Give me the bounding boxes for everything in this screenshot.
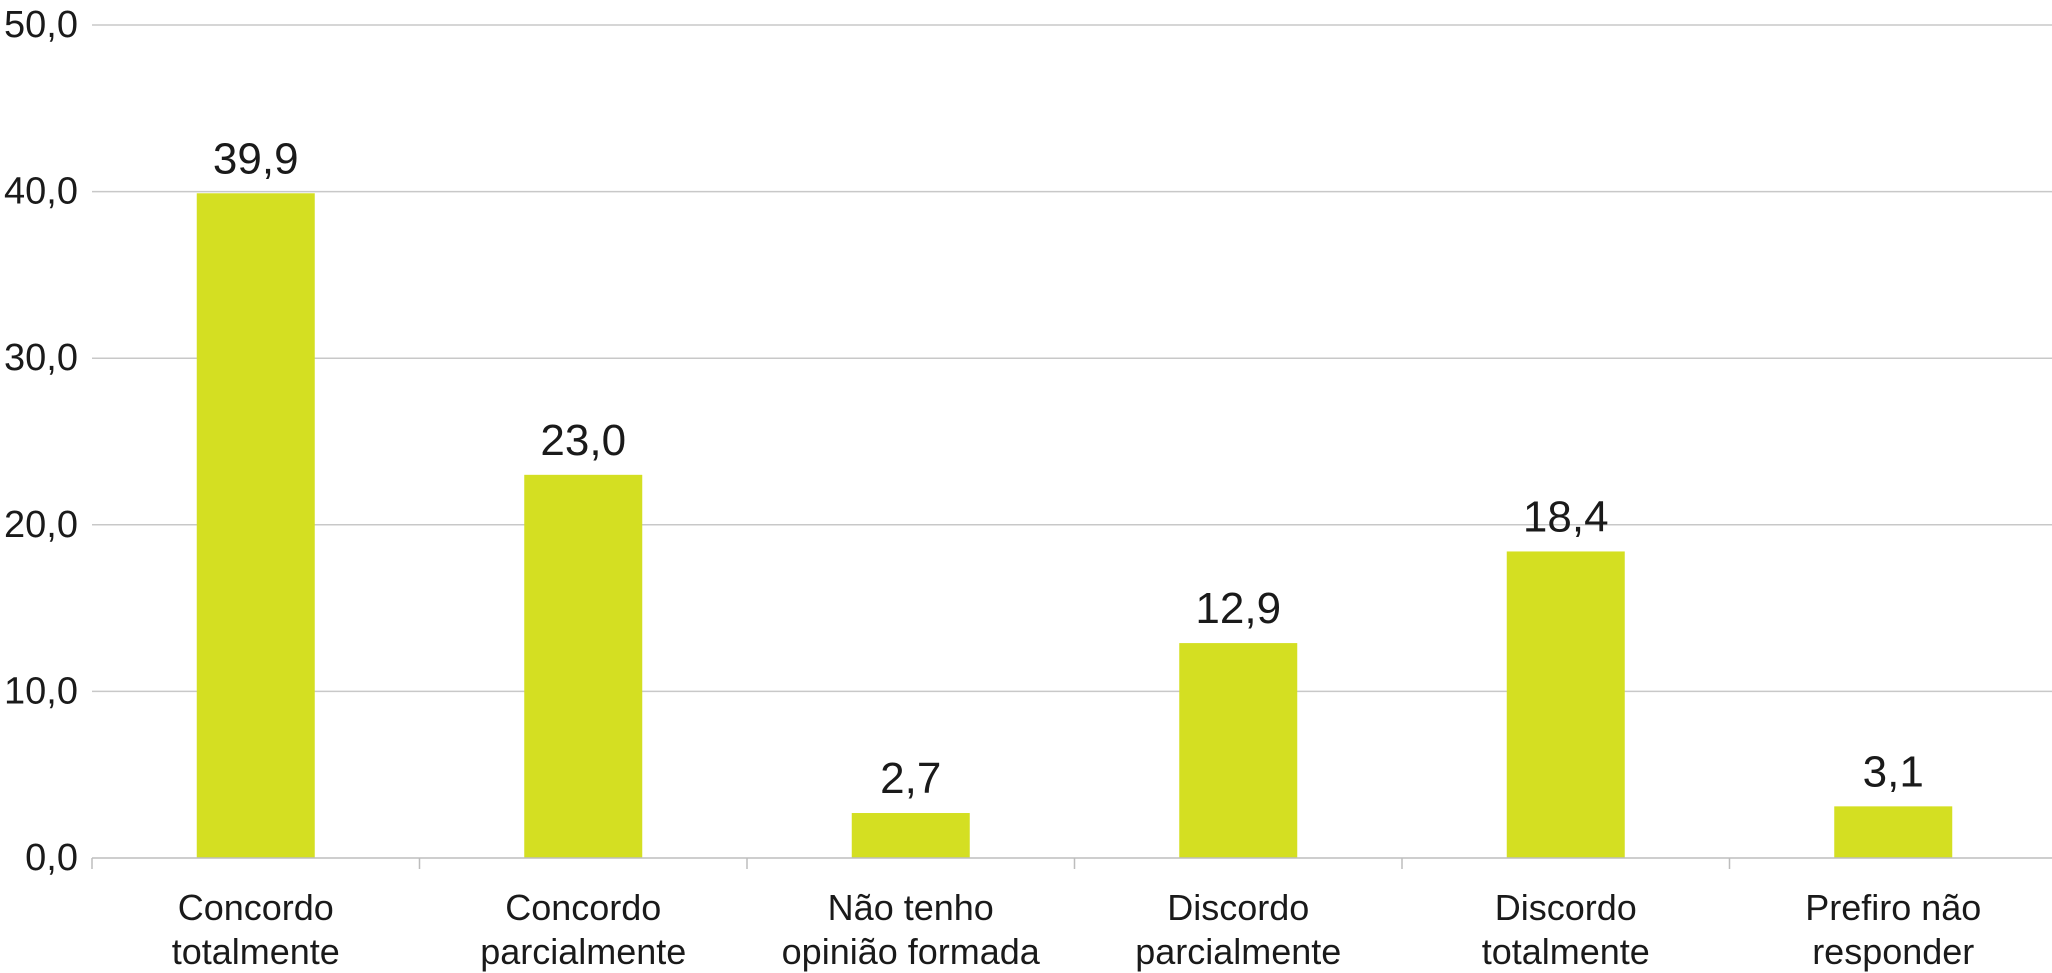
y-tick-label: 40,0 [4,171,78,213]
data-label: 39,9 [213,134,299,183]
data-label: 18,4 [1523,492,1609,541]
x-tick-label: totalmente [172,931,340,972]
x-tick-label: Concordo [178,887,334,928]
bar [196,193,315,859]
x-tick-label: Prefiro não [1805,887,1981,928]
data-labels: 39,9 23,0 2,7 12,9 18,4 3,1 [213,134,1924,803]
y-tick-label: 10,0 [4,670,78,712]
y-axis-ticks: 0,0 10,0 20,0 30,0 40,0 50,0 [4,4,78,879]
bar [1506,551,1625,858]
data-label: 23,0 [540,416,626,465]
gridlines [92,24,2052,693]
bar [1179,643,1298,858]
data-label: 3,1 [1863,747,1924,796]
x-tick-label: Concordo [505,887,661,928]
x-tick-label: totalmente [1482,931,1650,972]
bars [196,193,1953,859]
x-axis: ConcordototalmenteConcordoparcialmenteNã… [91,857,2052,972]
x-tick-label: parcialmente [1135,931,1341,972]
x-tick-label: opinião formada [782,931,1041,972]
bar [851,813,970,858]
data-label: 2,7 [880,754,941,803]
x-tick-label: Discordo [1495,887,1637,928]
data-label: 12,9 [1195,584,1281,633]
bar [524,474,643,858]
x-tick-label: responder [1812,931,1974,972]
y-tick-label: 50,0 [4,4,78,46]
x-tick-label: Não tenho [828,887,994,928]
y-tick-label: 0,0 [25,837,78,879]
x-tick-label: parcialmente [480,931,686,972]
y-tick-label: 20,0 [4,504,78,546]
bar [1834,806,1953,858]
x-tick-label: Discordo [1167,887,1309,928]
y-tick-label: 30,0 [4,337,78,379]
